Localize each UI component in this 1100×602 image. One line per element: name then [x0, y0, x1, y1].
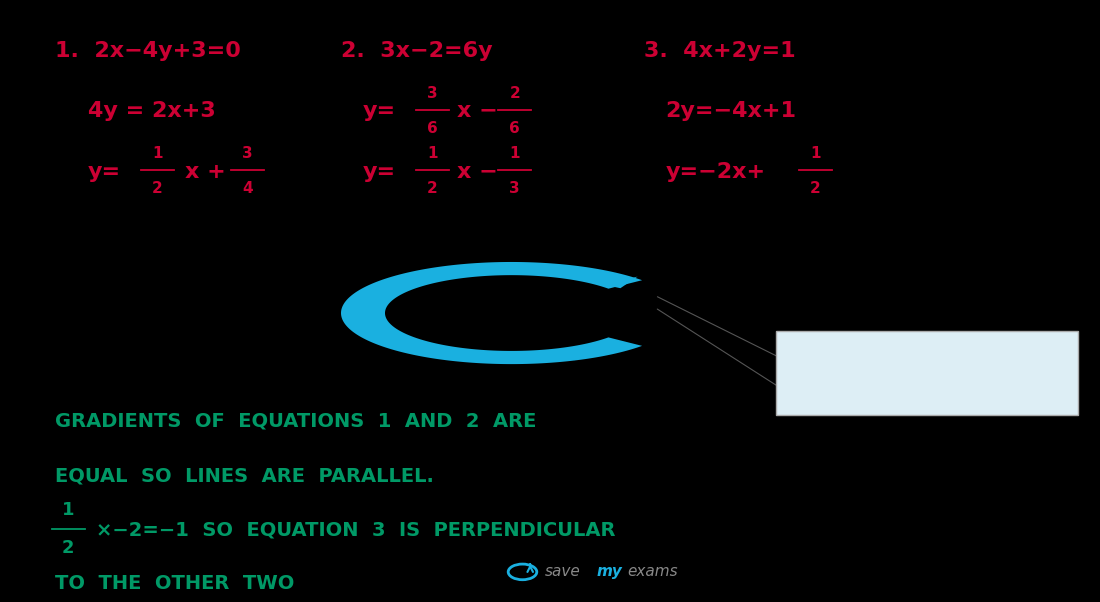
Text: IN  y=mx+c  FORM: IN y=mx+c FORM: [833, 382, 1021, 400]
Polygon shape: [574, 347, 593, 360]
Text: GRADIENTS  OF  EQUATIONS  1  AND  2  ARE: GRADIENTS OF EQUATIONS 1 AND 2 ARE: [55, 412, 537, 431]
Text: 2y=−4x+1: 2y=−4x+1: [666, 101, 796, 122]
Text: my: my: [596, 565, 623, 579]
Text: ×−2=−1  SO  EQUATION  3  IS  PERPENDICULAR: ×−2=−1 SO EQUATION 3 IS PERPENDICULAR: [96, 520, 615, 539]
Text: 1: 1: [810, 146, 821, 161]
Text: 2: 2: [152, 181, 163, 196]
Polygon shape: [341, 262, 642, 364]
Text: exams: exams: [627, 565, 678, 579]
Text: TO  THE  OTHER  TWO: TO THE OTHER TWO: [55, 574, 295, 594]
Text: y=−2x+: y=−2x+: [666, 161, 766, 182]
Text: 2: 2: [509, 85, 520, 101]
Text: 3: 3: [242, 146, 253, 161]
Text: EASY  TO  COMPARE: EASY TO COMPARE: [825, 349, 1028, 367]
Text: 4y = 2x+3: 4y = 2x+3: [88, 101, 216, 122]
Text: y=: y=: [363, 161, 396, 182]
Text: y=: y=: [363, 101, 396, 122]
Text: EQUAL  SO  LINES  ARE  PARALLEL.: EQUAL SO LINES ARE PARALLEL.: [55, 466, 433, 485]
Text: y=: y=: [88, 161, 121, 182]
Text: 4: 4: [242, 181, 253, 196]
Text: 2: 2: [427, 181, 438, 196]
Text: 6: 6: [427, 121, 438, 136]
Text: 1.  2x−4y+3=0: 1. 2x−4y+3=0: [55, 41, 241, 61]
Text: 1: 1: [62, 501, 75, 519]
Text: 2: 2: [810, 181, 821, 196]
Text: 3: 3: [509, 181, 520, 196]
Text: save: save: [544, 565, 581, 579]
Text: 1: 1: [509, 146, 520, 161]
Text: 3: 3: [427, 85, 438, 101]
Text: 2.  3x−2=6y: 2. 3x−2=6y: [341, 41, 493, 61]
Polygon shape: [607, 276, 638, 288]
Text: x −: x −: [456, 161, 497, 182]
Text: 2: 2: [62, 539, 75, 557]
Text: 1: 1: [427, 146, 438, 161]
Text: 6: 6: [509, 121, 520, 136]
Text: x −: x −: [456, 101, 497, 122]
FancyBboxPatch shape: [776, 331, 1078, 415]
Text: 1: 1: [152, 146, 163, 161]
Text: 3.  4x+2y=1: 3. 4x+2y=1: [644, 41, 795, 61]
Text: x +: x +: [185, 161, 226, 182]
